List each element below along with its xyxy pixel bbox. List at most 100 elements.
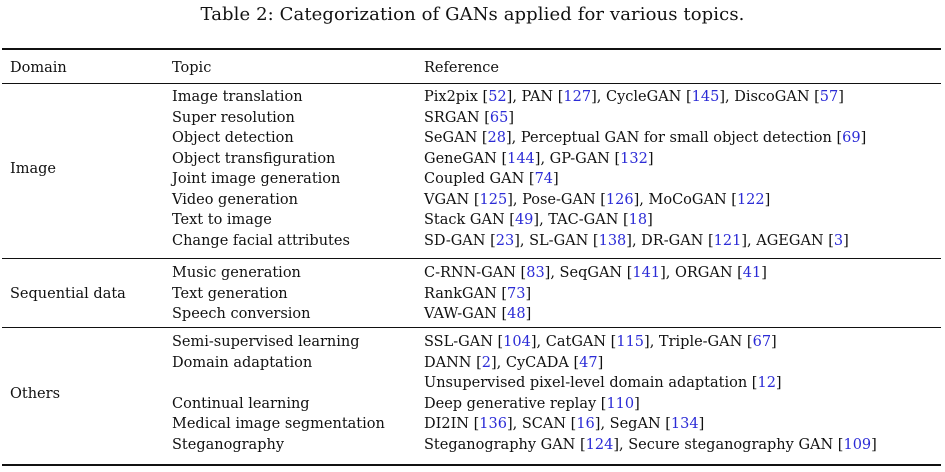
topic-cell: Steganography: [172, 436, 285, 453]
citation-link[interactable]: 115: [616, 334, 645, 350]
citation-link[interactable]: 138: [598, 232, 627, 249]
reference-name: , ORGAN: [665, 265, 738, 281]
citation-link[interactable]: 52: [488, 89, 507, 105]
citation-link[interactable]: 57: [819, 89, 839, 105]
citation-bracket: [: [570, 416, 577, 432]
topic-cell: Text generation: [172, 285, 288, 302]
topic-cell: Continual learning: [172, 395, 310, 412]
citation-bracket: [: [573, 354, 580, 371]
reference-name: , CatGAN: [536, 334, 611, 350]
topic-cell: Music generation: [172, 265, 301, 281]
citation-bracket: ]: [838, 89, 844, 105]
reference-name: , TAC-GAN: [539, 212, 623, 228]
citation-bracket: ]: [525, 285, 532, 302]
citation-link[interactable]: 136: [479, 416, 507, 432]
citation-bracket: [: [501, 285, 508, 302]
citation-link[interactable]: 141: [632, 265, 661, 281]
citation-bracket: [: [737, 265, 743, 281]
citation-bracket: [: [473, 416, 480, 432]
reference-cell: Steganography GAN [124], Secure steganog…: [424, 435, 877, 455]
citation-link[interactable]: 49: [514, 212, 534, 228]
citation-link[interactable]: 23: [495, 232, 515, 249]
reference-name: DANN: [424, 354, 477, 371]
reference-name: , SegAN: [600, 416, 666, 432]
reference-name: , CycleGAN: [596, 89, 686, 105]
reference-name: , CyCADA: [496, 354, 574, 371]
citation-link[interactable]: 74: [534, 171, 554, 187]
citation-bracket: [: [481, 130, 488, 146]
topic-cell: Image translation: [172, 89, 303, 105]
citation-link[interactable]: 18: [628, 212, 648, 228]
citation-bracket: ]: [775, 375, 782, 391]
citation-bracket: ]: [533, 212, 540, 228]
citation-bracket: ]: [534, 150, 541, 167]
citation-bracket: ]: [698, 416, 705, 432]
citation-bracket: ]: [719, 89, 725, 105]
citation-link[interactable]: 126: [605, 191, 634, 208]
citation-bracket: ]: [771, 334, 777, 350]
citation-bracket: [: [482, 89, 489, 105]
topic-cell: Joint image generation: [172, 171, 341, 187]
citation-bracket: ]: [647, 212, 653, 228]
reference-cell: VGAN [125], Pose-GAN [126], MoCoGAN [122…: [424, 190, 770, 210]
reference-name: , PAN: [512, 89, 558, 105]
reference-name: VAW-GAN: [424, 306, 502, 322]
bottom-rule: [2, 464, 941, 466]
citation-bracket: [: [528, 171, 535, 187]
citation-bracket: [: [501, 150, 508, 167]
citation-link[interactable]: 122: [736, 191, 765, 208]
reference-name: Coupled GAN: [424, 171, 529, 187]
citation-link[interactable]: 110: [606, 395, 635, 412]
citation-bracket: ]: [553, 171, 559, 187]
reference-name: SeGAN: [424, 130, 482, 146]
citation-link[interactable]: 134: [670, 416, 699, 432]
citation-bracket: ]: [626, 232, 632, 249]
reference-cell: DANN [2], CyCADA [47]: [424, 353, 603, 373]
citation-bracket: [: [626, 265, 633, 281]
reference-name: , Secure steganography GAN: [619, 436, 838, 453]
citation-link[interactable]: 48: [507, 306, 526, 322]
citation-link[interactable]: 125: [479, 191, 508, 208]
citation-link[interactable]: 3: [833, 232, 844, 249]
citation-bracket: ]: [741, 232, 747, 249]
citation-link[interactable]: 16: [576, 416, 595, 432]
citation-link[interactable]: 65: [489, 109, 509, 126]
citation-link[interactable]: 124: [585, 436, 614, 453]
reference-name: Deep generative replay: [424, 395, 601, 412]
citation-link[interactable]: 41: [742, 265, 762, 281]
citation-link[interactable]: 145: [691, 89, 720, 105]
topic-cell: Video generation: [172, 191, 298, 208]
topic-cell: Change facial attributes: [172, 232, 350, 249]
reference-name: , SL-GAN: [519, 232, 593, 249]
citation-bracket: ]: [594, 416, 601, 432]
citation-link[interactable]: 73: [507, 285, 526, 302]
topic-cell: Medical image segmentation: [172, 416, 385, 432]
citation-bracket: ]: [525, 306, 532, 322]
citation-link[interactable]: 47: [579, 354, 598, 371]
citation-link[interactable]: 83: [526, 265, 545, 281]
reference-cell: GeneGAN [144], GP-GAN [132]: [424, 149, 654, 169]
citation-bracket: [: [501, 306, 508, 322]
citation-link[interactable]: 132: [620, 150, 648, 167]
header-domain: Domain: [10, 60, 67, 76]
citation-link[interactable]: 144: [507, 150, 535, 167]
citation-link[interactable]: 109: [843, 436, 872, 453]
citation-bracket: [: [623, 212, 629, 228]
citation-link[interactable]: 12: [757, 375, 776, 391]
citation-link[interactable]: 69: [842, 130, 861, 146]
citation-link[interactable]: 67: [752, 334, 772, 350]
header-reference: Reference: [424, 60, 499, 76]
citation-bracket: [: [579, 436, 586, 453]
citation-link[interactable]: 127: [563, 89, 592, 105]
citation-bracket: ]: [507, 191, 513, 208]
reference-name: , SCAN: [512, 416, 571, 432]
citation-bracket: [: [814, 89, 820, 105]
citation-bracket: ]: [506, 416, 513, 432]
citation-link[interactable]: 121: [713, 232, 742, 249]
citation-link[interactable]: 104: [503, 334, 531, 350]
citation-link[interactable]: 2: [481, 354, 491, 371]
citation-bracket: [: [484, 109, 490, 126]
citation-bracket: ]: [764, 191, 771, 208]
citation-link[interactable]: 28: [487, 130, 506, 146]
topic-cell: Object transfiguration: [172, 150, 336, 167]
